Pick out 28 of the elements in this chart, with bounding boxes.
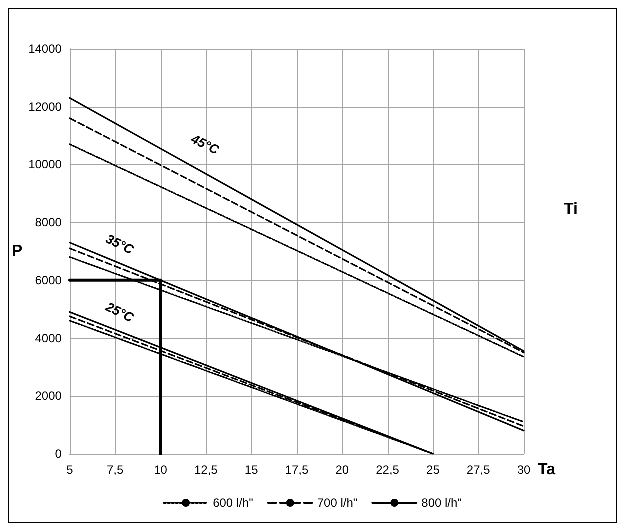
x-tick-label: 20 [336, 463, 350, 477]
y-tick-label: 2000 [35, 389, 62, 404]
annotation: 25°C [102, 298, 137, 326]
annotation: 35°C [104, 231, 137, 258]
y-tick-label: 6000 [35, 273, 62, 288]
x-tick-label: 15 [244, 463, 259, 477]
x-tick-label: 30 [517, 463, 531, 477]
x-tick-label: 25 [426, 463, 440, 477]
legend-label: 600 l/h" [213, 496, 254, 510]
x-tick-label: 27,5 [466, 463, 491, 477]
x-tick-label: 12,5 [194, 463, 218, 477]
y-tick-label: 14000 [28, 42, 62, 56]
x-axis-title: Ta [538, 462, 556, 478]
y-tick-label: 12000 [28, 100, 62, 114]
y-tick-label: 4000 [35, 331, 62, 346]
y-tick-label: 0 [55, 447, 62, 461]
x-tick-label: 5 [66, 463, 74, 477]
y-tick-label: 10000 [28, 158, 62, 172]
annotation: 45°C [188, 130, 222, 158]
x-tick-label: 22,5 [376, 463, 400, 477]
y-tick-label: 8000 [35, 216, 62, 230]
x-tick-label: 17,5 [285, 463, 309, 477]
legend-label: 700 l/h" [317, 496, 358, 510]
y-axis-title: P [12, 243, 23, 260]
x-tick-label: 7,5 [107, 463, 124, 477]
text: Ti [564, 201, 578, 218]
legend-label: 800 l/h" [422, 496, 462, 510]
x-tick-label: 10 [154, 463, 168, 477]
